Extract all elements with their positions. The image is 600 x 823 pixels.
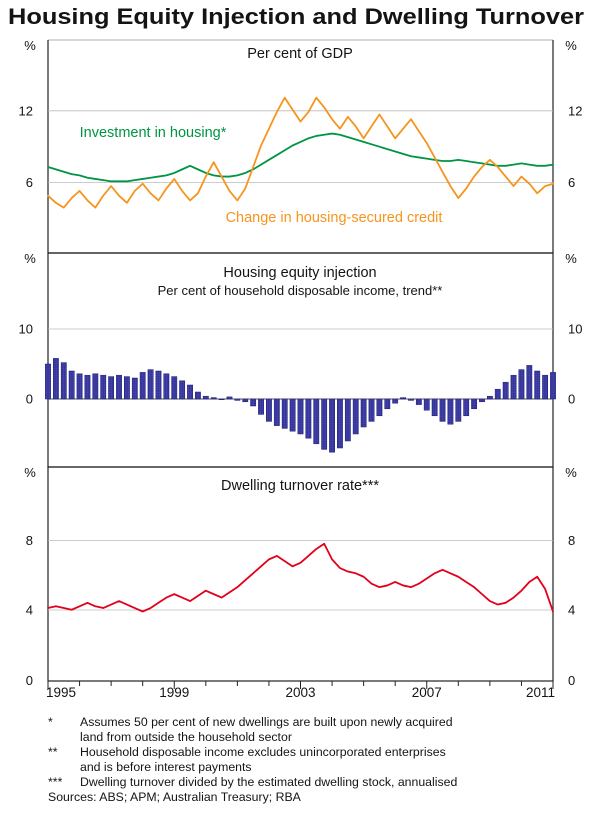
svg-text:0: 0 <box>568 392 575 407</box>
svg-text:and is before interest payment: and is before interest payments <box>80 760 252 774</box>
svg-text:Per cent of GDP: Per cent of GDP <box>247 46 353 62</box>
svg-text:2003: 2003 <box>285 685 315 700</box>
svg-text:%: % <box>24 251 36 266</box>
svg-text:Sources: ABS; APM; Australian: Sources: ABS; APM; Australian Treasury; … <box>48 790 302 804</box>
svg-text:12: 12 <box>19 104 33 119</box>
svg-text:Household disposable income ex: Household disposable income excludes uni… <box>80 745 446 759</box>
svg-text:*: * <box>48 715 53 729</box>
svg-text:Housing equity injection: Housing equity injection <box>223 265 376 281</box>
svg-text:8: 8 <box>568 533 575 548</box>
svg-text:2007: 2007 <box>412 685 442 700</box>
svg-text:10: 10 <box>19 322 33 337</box>
svg-text:0: 0 <box>568 673 575 688</box>
svg-text:4: 4 <box>568 603 575 618</box>
svg-text:4: 4 <box>26 603 33 618</box>
svg-text:10: 10 <box>568 322 582 337</box>
svg-text:1999: 1999 <box>159 685 189 700</box>
svg-text:Housing Equity Injection and D: Housing Equity Injection and Dwelling Tu… <box>8 4 584 29</box>
svg-text:6: 6 <box>568 175 575 190</box>
svg-text:Assumes 50 per cent of new dwe: Assumes 50 per cent of new dwellings are… <box>80 715 453 729</box>
svg-text:6: 6 <box>26 175 33 190</box>
svg-text:land from outside the househol: land from outside the household sector <box>80 730 292 744</box>
svg-text:**: ** <box>48 745 58 759</box>
svg-text:12: 12 <box>568 104 582 119</box>
svg-text:Investment in housing*: Investment in housing* <box>80 125 227 141</box>
svg-text:Dwelling turnover divided by t: Dwelling turnover divided by the estimat… <box>80 775 457 789</box>
svg-text:0: 0 <box>26 673 33 688</box>
svg-text:2011: 2011 <box>526 685 555 700</box>
svg-text:Change in housing-secured cred: Change in housing-secured credit <box>226 210 443 226</box>
svg-text:***: *** <box>48 775 63 789</box>
svg-text:%: % <box>24 465 36 480</box>
svg-text:0: 0 <box>26 392 33 407</box>
svg-text:%: % <box>565 465 577 480</box>
svg-text:Dwelling turnover rate***: Dwelling turnover rate*** <box>221 478 379 494</box>
svg-text:%: % <box>565 251 577 266</box>
svg-text:8: 8 <box>26 533 33 548</box>
svg-text:%: % <box>565 38 577 53</box>
svg-text:Per cent of household disposab: Per cent of household disposable income,… <box>158 283 443 298</box>
svg-text:%: % <box>24 38 36 53</box>
svg-text:1995: 1995 <box>46 685 76 700</box>
